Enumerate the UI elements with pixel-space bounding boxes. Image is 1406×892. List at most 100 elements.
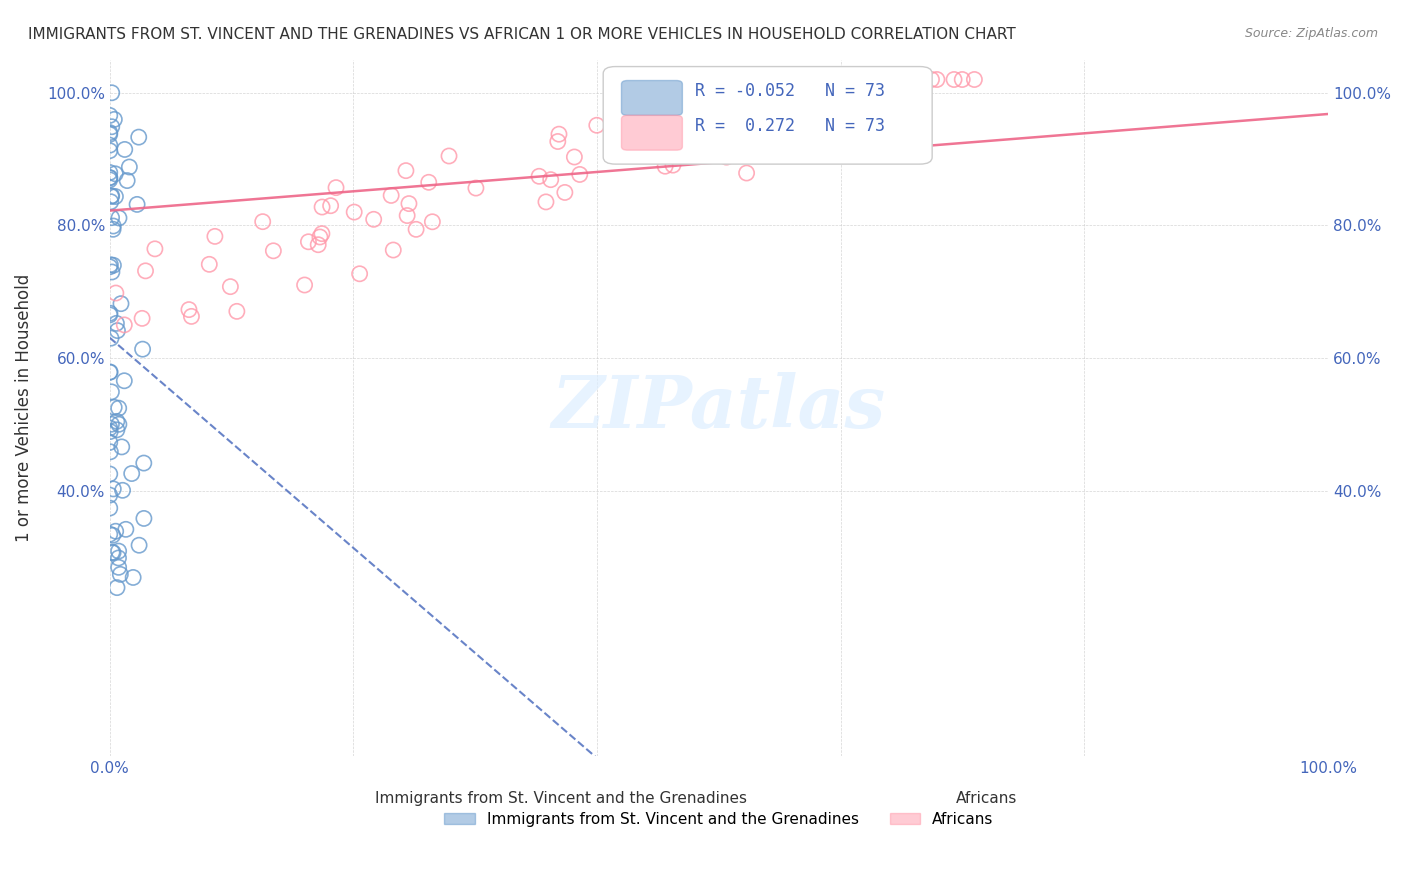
- FancyBboxPatch shape: [859, 780, 914, 812]
- Point: [398, 196, 420, 211]
- Point: [134, 264, 156, 278]
- Point: [716, 150, 738, 164]
- Point: [98, 165, 121, 179]
- Point: [219, 279, 242, 293]
- Point: [564, 150, 586, 164]
- Point: [177, 302, 200, 317]
- Point: [100, 417, 122, 432]
- Point: [98, 108, 121, 122]
- Point: [101, 528, 124, 542]
- Point: [112, 318, 135, 332]
- Point: [704, 147, 727, 161]
- Text: IMMIGRANTS FROM ST. VINCENT AND THE GRENADINES VS AFRICAN 1 OR MORE VEHICLES IN : IMMIGRANTS FROM ST. VINCENT AND THE GREN…: [28, 27, 1017, 42]
- Point: [98, 260, 121, 274]
- Point: [540, 172, 562, 186]
- Point: [115, 522, 138, 536]
- Point: [297, 235, 319, 249]
- Legend: Immigrants from St. Vincent and the Grenadines, Africans: Immigrants from St. Vincent and the Gren…: [439, 805, 1000, 833]
- Point: [118, 160, 141, 174]
- Point: [418, 175, 440, 189]
- Point: [665, 99, 688, 113]
- Point: [437, 149, 460, 163]
- Point: [103, 401, 125, 415]
- Point: [103, 482, 125, 496]
- Point: [100, 189, 122, 203]
- Point: [693, 112, 716, 126]
- Point: [309, 230, 332, 244]
- Point: [101, 265, 124, 279]
- Point: [107, 324, 129, 338]
- Point: [405, 222, 427, 236]
- Point: [886, 112, 908, 126]
- Point: [98, 365, 121, 379]
- Point: [101, 546, 124, 560]
- Point: [766, 102, 789, 116]
- Point: [547, 135, 569, 149]
- Point: [104, 286, 127, 301]
- Text: Immigrants from St. Vincent and the Grenadines: Immigrants from St. Vincent and the Gren…: [374, 790, 747, 805]
- Point: [122, 570, 145, 584]
- Point: [910, 72, 932, 87]
- Point: [98, 501, 121, 516]
- Point: [103, 112, 125, 127]
- Point: [396, 209, 419, 223]
- Point: [422, 215, 444, 229]
- Point: [103, 219, 125, 233]
- Point: [128, 538, 150, 552]
- Point: [132, 456, 155, 470]
- Point: [107, 401, 129, 416]
- Point: [100, 211, 122, 225]
- Point: [688, 120, 710, 134]
- Point: [98, 467, 121, 481]
- Point: [180, 310, 202, 324]
- Point: [950, 72, 973, 87]
- Point: [105, 423, 128, 437]
- Point: [925, 72, 948, 87]
- Point: [311, 200, 333, 214]
- Point: [98, 527, 121, 541]
- Point: [554, 186, 576, 200]
- Point: [831, 95, 853, 110]
- Point: [121, 467, 143, 481]
- Point: [114, 143, 136, 157]
- Point: [105, 581, 128, 595]
- Point: [98, 170, 121, 185]
- Point: [101, 222, 124, 236]
- Point: [98, 308, 121, 322]
- Point: [654, 159, 676, 173]
- Point: [262, 244, 284, 258]
- FancyBboxPatch shape: [621, 80, 682, 115]
- Point: [108, 211, 131, 225]
- Point: [395, 163, 418, 178]
- FancyBboxPatch shape: [305, 780, 360, 812]
- Point: [921, 72, 943, 87]
- Point: [103, 258, 125, 272]
- FancyBboxPatch shape: [603, 67, 932, 164]
- Point: [886, 72, 908, 87]
- Point: [198, 257, 221, 271]
- Point: [98, 173, 121, 187]
- Point: [889, 72, 911, 87]
- Point: [98, 138, 121, 153]
- Point: [319, 199, 342, 213]
- Point: [225, 304, 247, 318]
- Point: [534, 194, 557, 209]
- Point: [98, 365, 121, 379]
- Point: [105, 317, 128, 331]
- Point: [662, 158, 685, 172]
- Point: [105, 414, 128, 428]
- Point: [107, 551, 129, 566]
- Point: [128, 130, 150, 145]
- Point: [98, 488, 121, 502]
- Point: [111, 440, 134, 454]
- Point: [98, 435, 121, 450]
- Point: [363, 212, 385, 227]
- Point: [877, 78, 900, 93]
- Point: [311, 227, 333, 241]
- Point: [131, 342, 153, 356]
- Point: [100, 189, 122, 203]
- Point: [98, 306, 121, 320]
- Point: [98, 445, 121, 459]
- Point: [896, 72, 918, 87]
- Point: [100, 331, 122, 345]
